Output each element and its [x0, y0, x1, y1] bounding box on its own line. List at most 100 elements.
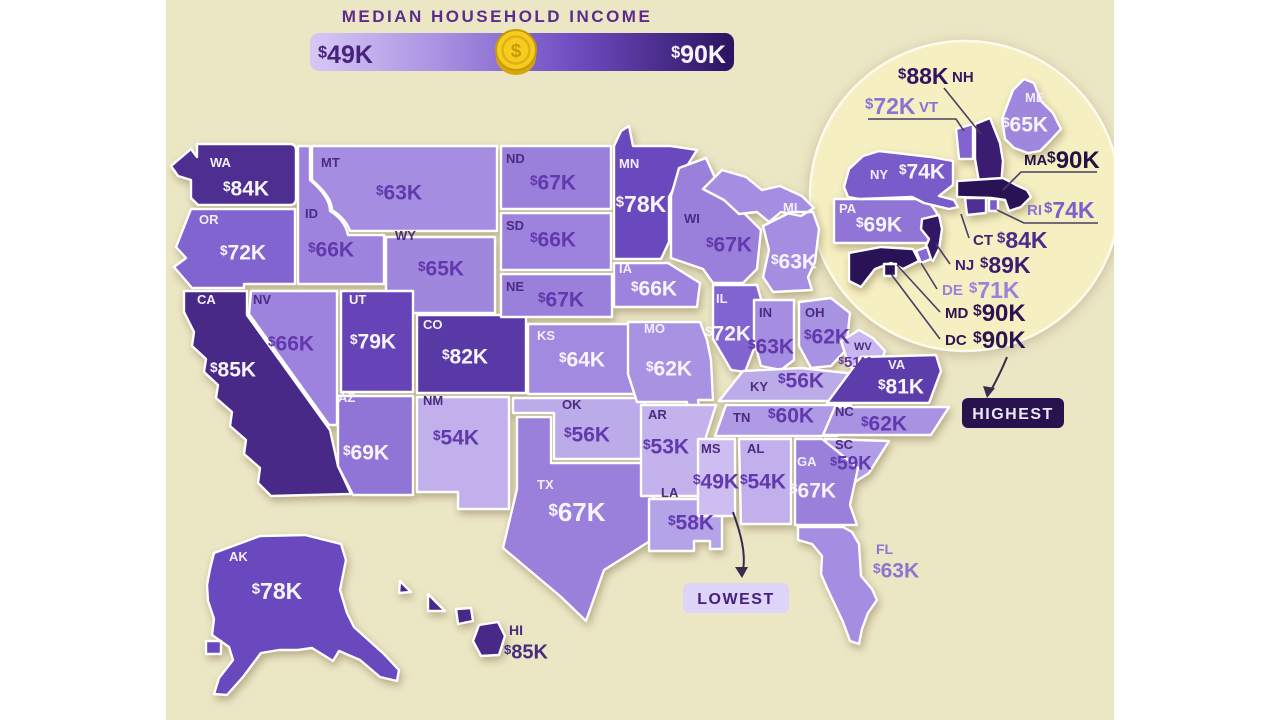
callout-line-DE — [920, 262, 938, 290]
state-abbr-MS: MS — [701, 441, 721, 456]
page-title: MEDIAN HOUSEHOLD INCOME — [342, 7, 653, 26]
state-shape-FL — [796, 525, 879, 646]
state-value-AR: $53K — [643, 436, 689, 459]
state-abbr-NY: NY — [870, 167, 888, 182]
state-abbr-WI: WI — [684, 211, 700, 226]
callout-DC: DC $90K — [890, 273, 1026, 354]
state-abbr-ND: ND — [506, 151, 525, 166]
right-margin — [1114, 0, 1280, 720]
label-HI: HI $85K — [504, 622, 548, 664]
state-shape-NY — [842, 149, 960, 211]
state-value-NC: $62K — [861, 413, 907, 436]
label-FL: FL $63K — [873, 541, 919, 583]
state-abbr-OK: OK — [562, 397, 582, 412]
state-value-HI: $85K — [504, 642, 548, 664]
state-value-OH: $62K — [804, 326, 850, 349]
state-abbr-RI: RI — [1027, 202, 1042, 219]
state-value-NY: $74K — [899, 161, 945, 184]
state-value-OR: $72K — [220, 242, 266, 265]
callout-MA: MA $90K — [1002, 147, 1100, 191]
state-value-IL: $72K — [705, 323, 751, 346]
callout-line-NH — [943, 87, 982, 135]
state-abbr-SD: SD — [506, 218, 524, 233]
state-value-NV: $66K — [268, 333, 314, 356]
state-abbr-ID: ID — [305, 206, 318, 221]
state-shape-AK-island — [204, 639, 223, 656]
lowest-badge — [683, 583, 789, 613]
state-shape-IA — [612, 261, 702, 309]
highest-badge-label: HIGHEST — [972, 406, 1054, 423]
state-abbr-MN: MN — [619, 156, 639, 171]
state-value-DC: $90K — [973, 327, 1026, 354]
state-abbr-OR: OR — [199, 212, 219, 227]
state-value-SC: $59K — [830, 453, 872, 474]
state-value-CO: $82K — [442, 346, 488, 369]
state-abbr-WY: WY — [395, 228, 416, 243]
state-shape-OH — [797, 296, 852, 370]
state-shape-DC — [882, 262, 898, 278]
state-abbr-DC: DC — [945, 332, 967, 349]
state-abbr-WA: WA — [210, 155, 232, 170]
state-abbr-LA: LA — [661, 485, 679, 500]
state-shape-NH — [973, 116, 1005, 188]
state-value-CT: $84K — [997, 227, 1048, 253]
state-shape-HI-island1 — [397, 579, 413, 595]
state-abbr-VT: VT — [919, 99, 938, 116]
callout-DE: DE $71K — [920, 262, 1020, 303]
state-abbr-MD: MD — [945, 305, 968, 322]
state-shape-IL — [711, 283, 763, 374]
state-abbr-AL: AL — [747, 441, 764, 456]
state-abbr-MT: MT — [321, 155, 340, 170]
state-abbr-IN: IN — [759, 305, 772, 320]
state-shape-CA — [182, 289, 353, 498]
state-abbr-KS: KS — [537, 328, 555, 343]
state-value-NM: $54K — [433, 427, 479, 450]
state-abbr-MO: MO — [644, 321, 665, 336]
state-abbr-IA: IA — [619, 261, 633, 276]
state-shape-HI-island4 — [471, 620, 507, 658]
state-value-IN: $63K — [748, 336, 794, 359]
state-abbr-MA: MA — [1024, 152, 1047, 169]
state-shape-NV — [247, 289, 339, 427]
state-value-CA: $85K — [210, 359, 256, 382]
state-value-VA: $81K — [878, 376, 924, 399]
state-value-PA: $69K — [856, 214, 902, 237]
state-abbr-TX: TX — [537, 477, 554, 492]
state-shape-SD — [499, 211, 613, 272]
state-shape-AZ — [336, 394, 415, 497]
callout-line-DC — [890, 273, 941, 340]
state-shape-ND — [499, 144, 613, 211]
state-value-NE: $67K — [538, 289, 584, 312]
state-value-MI: $63K — [771, 251, 817, 274]
state-value-LA: $58K — [668, 512, 714, 535]
callout-line-MA — [1002, 171, 1097, 191]
callout-CT: CT $84K — [960, 213, 1048, 253]
state-value-MT: $63K — [376, 182, 422, 205]
state-abbr-GA: GA — [797, 454, 817, 469]
state-value-IA: $66K — [631, 278, 677, 301]
callout-line-NJ — [935, 243, 951, 265]
state-abbr-ME: ME — [1025, 90, 1045, 105]
state-value-RI: $74K — [1044, 197, 1095, 223]
highest-annotation: HIGHEST — [962, 356, 1064, 428]
state-shape-MI — [701, 168, 821, 294]
legend-min-label: $49K — [318, 41, 373, 69]
state-value-MS: $49K — [693, 471, 739, 494]
callout-line-RI — [996, 209, 1098, 224]
state-abbr-PA: PA — [839, 201, 857, 216]
state-value-SD: $66K — [530, 229, 576, 252]
state-abbr-UT: UT — [349, 292, 366, 307]
state-value-VT: $72K — [865, 93, 916, 119]
state-shape-UT — [339, 289, 415, 394]
state-value-NJ: $89K — [980, 252, 1031, 278]
callout-line-VT — [868, 118, 965, 132]
state-shape-VA — [825, 353, 943, 405]
state-value-AL: $54K — [740, 471, 786, 494]
lowest-annotation: LOWEST — [683, 511, 789, 613]
state-shape-CT — [963, 196, 988, 217]
state-abbr-NM: NM — [423, 393, 443, 408]
state-abbr-HI: HI — [509, 622, 523, 638]
state-value-GA: $67K — [790, 480, 836, 503]
